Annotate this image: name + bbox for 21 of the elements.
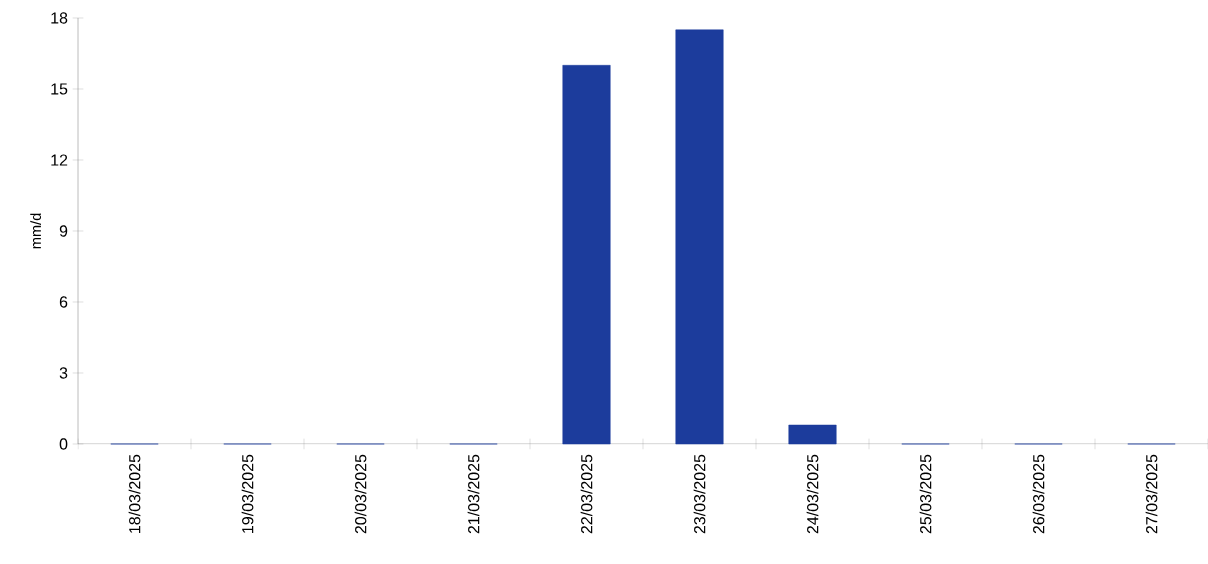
x-tick-label: 19/03/2025	[241, 454, 254, 533]
x-tick-label: 23/03/2025	[693, 454, 706, 534]
y-tick-label: 3	[59, 367, 68, 379]
x-tick-label: 27/03/2025	[1145, 454, 1158, 534]
y-tick-label: 0	[59, 438, 68, 450]
x-tick-label: 21/03/2025	[467, 454, 480, 534]
y-tick-label: 12	[51, 154, 68, 166]
bar	[562, 65, 611, 445]
x-tick-label: 18/03/2025	[128, 454, 141, 533]
x-tick-label: 26/03/2025	[1032, 454, 1045, 534]
x-tick-label: 22/03/2025	[580, 454, 593, 534]
y-tick-label: 18	[51, 12, 68, 24]
y-tick-label: 15	[51, 83, 68, 95]
x-tick-label: 24/03/2025	[806, 454, 819, 534]
y-tick-label: 9	[59, 225, 68, 237]
x-tick-label: 25/03/2025	[919, 454, 932, 534]
x-tick-label: 20/03/2025	[354, 454, 367, 534]
bar	[675, 29, 724, 445]
y-tick-label: 6	[59, 296, 68, 308]
bar	[788, 424, 837, 445]
y-axis-title: mm/d	[30, 213, 42, 249]
